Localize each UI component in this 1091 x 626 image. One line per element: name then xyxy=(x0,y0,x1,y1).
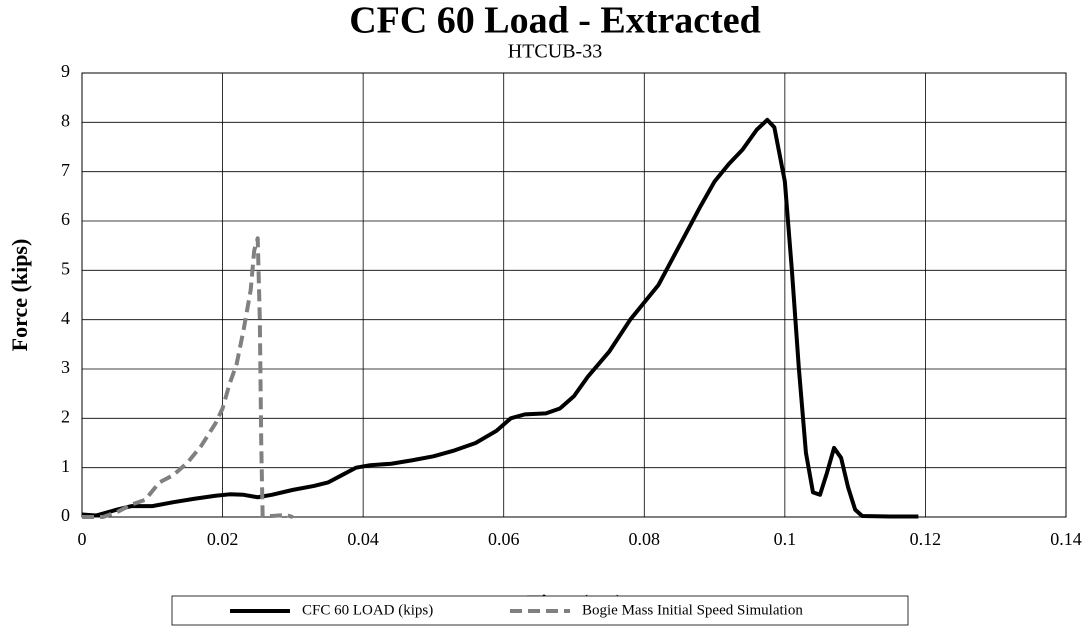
y-tick-label: 9 xyxy=(61,61,70,81)
chart-title: CFC 60 Load - Extracted xyxy=(349,0,761,42)
data-line xyxy=(81,117,919,519)
y-tick-label: 6 xyxy=(61,209,70,229)
y-tick-label: 8 xyxy=(61,110,70,130)
y-tick-label: 7 xyxy=(61,160,70,180)
x-tick-label: 0.1 xyxy=(774,529,797,549)
y-tick-label: 1 xyxy=(61,456,70,476)
x-tick-label: 0.08 xyxy=(629,529,661,549)
x-tick-label: 0 xyxy=(78,529,87,549)
y-tick-label: 5 xyxy=(61,258,70,278)
y-tick-label: 3 xyxy=(61,357,70,377)
data-line xyxy=(82,236,294,519)
x-tick-label: 0.06 xyxy=(488,529,520,549)
x-tick-label: 0.12 xyxy=(910,529,942,549)
y-tick-label: 2 xyxy=(61,406,70,426)
chart-subtitle: HTCUB-33 xyxy=(508,41,602,63)
x-tick-label: 0.04 xyxy=(347,529,379,549)
y-axis-label: Force (kips) xyxy=(7,239,32,352)
legend-label: Bogie Mass Initial Speed Simulation xyxy=(582,602,803,618)
legend-label: CFC 60 LOAD (kips) xyxy=(302,602,433,618)
y-tick-label: 4 xyxy=(61,308,70,328)
x-tick-label: 0.02 xyxy=(207,529,239,549)
x-tick-label: 0.14 xyxy=(1050,529,1082,549)
y-tick-label: 0 xyxy=(61,505,70,525)
plot-border xyxy=(81,72,1067,518)
